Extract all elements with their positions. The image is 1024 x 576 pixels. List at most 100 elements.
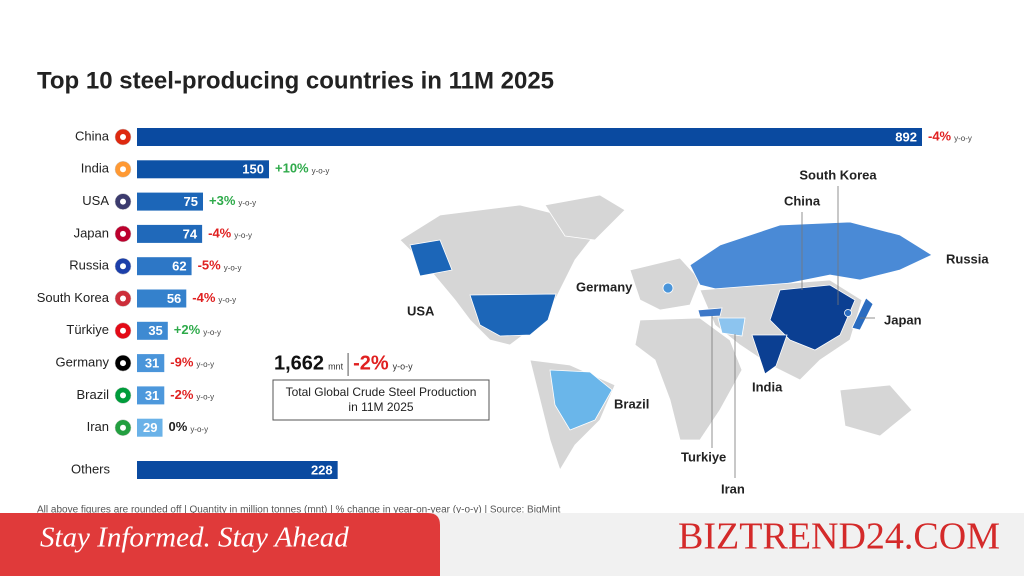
flag-detail	[120, 327, 126, 334]
yoy-unit: y-o-y	[196, 360, 214, 369]
country-usa	[469, 293, 557, 337]
yoy-change: +10%	[275, 161, 309, 176]
bar-value: 75	[184, 194, 198, 209]
bar	[137, 461, 338, 479]
total-block: 1,662 mnt -2% y-o-y Total Global Crude S…	[272, 352, 490, 421]
flag-detail	[120, 230, 126, 237]
country-iran	[717, 317, 746, 337]
flag-detail	[120, 134, 126, 140]
continent	[399, 199, 611, 346]
map-label: South Korea	[799, 167, 877, 182]
continent	[544, 194, 626, 241]
bar-value: 62	[172, 259, 186, 274]
country-germany	[662, 282, 674, 294]
bar-value: 892	[895, 129, 917, 144]
bar-value: 29	[143, 420, 157, 435]
map-label: Iran	[721, 481, 745, 496]
bar-value: 35	[148, 323, 162, 338]
flag-detail	[120, 424, 126, 431]
category-label: India	[81, 161, 110, 176]
bar-value: 74	[183, 226, 198, 241]
map-label: USA	[407, 303, 435, 318]
flag-detail	[120, 166, 126, 173]
category-label: Others	[71, 461, 111, 476]
country-china	[769, 284, 856, 351]
tagline: Stay Informed. Stay Ahead	[40, 522, 349, 554]
world-map	[399, 194, 933, 471]
map-label: Russia	[946, 251, 989, 266]
country-india	[751, 334, 788, 375]
total-box	[272, 379, 490, 421]
bar	[137, 257, 192, 276]
bar	[137, 354, 165, 373]
bar	[137, 289, 187, 308]
bar-value: 56	[167, 291, 181, 306]
yoy-unit: y-o-y	[190, 425, 208, 434]
yoy-unit: y-o-y	[954, 134, 972, 143]
country-usa	[409, 239, 453, 277]
yoy-change: -4%	[928, 128, 952, 143]
bar	[137, 386, 165, 405]
yoy-change: +3%	[209, 193, 236, 208]
total-unit: mnt	[328, 361, 344, 371]
bar	[137, 224, 203, 243]
yoy-unit: y-o-y	[238, 199, 256, 208]
yoy-unit: y-o-y	[234, 231, 252, 240]
category-label: Türkiye	[66, 322, 109, 337]
flag-detail	[120, 392, 126, 399]
country-japan	[851, 297, 874, 331]
yoy-unit: y-o-y	[218, 296, 236, 305]
box-text: Total Global Crude Steel Production	[286, 385, 477, 399]
continent	[634, 317, 743, 441]
bar	[137, 192, 204, 211]
yoy-unit: y-o-y	[224, 263, 242, 272]
flag-detail	[120, 198, 126, 205]
map-labels: South Korea China Russia Japan Germany U…	[407, 167, 989, 496]
total-value: 1,662	[274, 352, 324, 374]
category-label: Russia	[69, 258, 110, 273]
map-label: Germany	[576, 279, 633, 294]
bar	[137, 321, 168, 340]
category-label: Germany	[56, 355, 110, 370]
yoy-change: -4%	[192, 290, 216, 305]
bar-value: 31	[145, 356, 159, 371]
country-south-korea	[844, 309, 852, 317]
category-label: Iran	[87, 419, 109, 434]
footnote: All above figures are rounded off | Quan…	[37, 505, 561, 516]
bar-value: 150	[242, 162, 264, 177]
category-label: China	[75, 128, 110, 143]
yoy-change: -5%	[198, 258, 222, 273]
yoy-change: -9%	[170, 355, 194, 370]
yoy-unit: y-o-y	[203, 328, 221, 337]
map-label: India	[752, 379, 783, 394]
map-label: Turkiye	[681, 449, 726, 464]
category-label: USA	[82, 193, 109, 208]
banner-red	[0, 513, 440, 576]
map-label: Japan	[884, 312, 922, 327]
total-change: -2%	[353, 352, 389, 374]
flag-detail	[120, 295, 126, 302]
bar-value: 228	[311, 462, 333, 477]
category-label: South Korea	[37, 290, 110, 305]
yoy-change: 0%	[169, 419, 188, 434]
leader-lines	[711, 186, 875, 478]
box-text: in 11M 2025	[348, 400, 413, 414]
bar	[137, 160, 270, 179]
yoy-change: +2%	[174, 322, 201, 337]
chart-title: Top 10 steel-producing countries in 11M …	[37, 67, 554, 94]
yoy-unit: y-o-y	[393, 361, 413, 371]
bar	[137, 128, 922, 146]
bar	[137, 418, 163, 437]
country-turkiye	[697, 307, 723, 318]
yoy-change: -4%	[208, 225, 232, 240]
country-brazil	[549, 369, 613, 431]
continent	[839, 384, 913, 437]
category-label: Brazil	[76, 387, 109, 402]
yoy-unit: y-o-y	[312, 166, 330, 175]
bar-value: 31	[145, 388, 159, 403]
banner: Stay Informed. Stay Ahead BIZTREND24.COM	[0, 513, 1024, 576]
flag-detail	[120, 263, 126, 270]
map-label: China	[784, 193, 821, 208]
yoy-change: -2%	[170, 387, 194, 402]
